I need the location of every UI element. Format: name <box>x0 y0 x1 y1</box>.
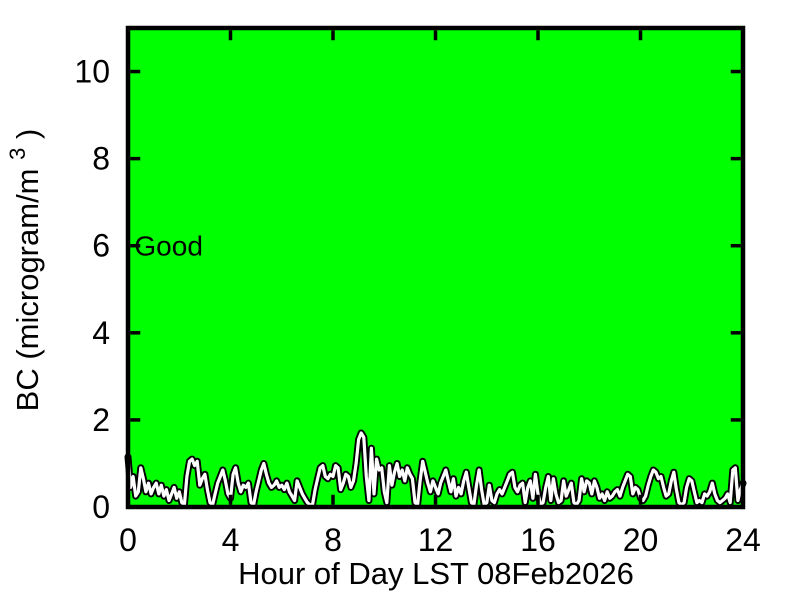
x-tick-label: 8 <box>324 522 342 558</box>
y-tick-label: 10 <box>74 54 110 90</box>
y-axis-label-superscript: 3 <box>5 148 30 160</box>
y-tick-label: 0 <box>92 489 110 525</box>
y-tick-label: 2 <box>92 402 110 438</box>
x-axis-label: Hour of Day LST 08Feb2026 <box>238 556 634 591</box>
y-axis-label-main: BC (microgram/m <box>10 168 45 411</box>
plot-area-background <box>128 28 743 507</box>
x-tick-label: 24 <box>725 522 761 558</box>
axis-border <box>125 25 746 510</box>
aqi-category-annotation: Good <box>134 231 203 262</box>
y-axis-label-close: ) <box>10 129 45 139</box>
x-tick-label: 16 <box>520 522 556 558</box>
y-tick-label: 8 <box>92 141 110 177</box>
y-tick-label: 4 <box>92 315 110 351</box>
y-tick-label: 6 <box>92 228 110 264</box>
y-axis-label: BC (microgram/m 3 ) <box>0 129 45 412</box>
axis-ticks-layer <box>126 30 745 509</box>
x-tick-label: 20 <box>623 522 659 558</box>
x-tick-label: 12 <box>418 522 454 558</box>
x-tick-label: 4 <box>222 522 240 558</box>
x-tick-label: 0 <box>119 522 137 558</box>
